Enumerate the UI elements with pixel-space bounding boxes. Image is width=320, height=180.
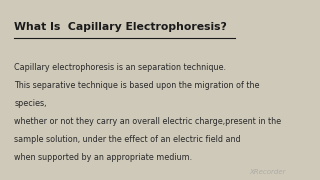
Text: when supported by an appropriate medium.: when supported by an appropriate medium. (14, 153, 193, 162)
Text: This separative technique is based upon the migration of the: This separative technique is based upon … (14, 81, 260, 90)
Text: whether or not they carry an overall electric charge,present in the: whether or not they carry an overall ele… (14, 117, 282, 126)
Text: species,: species, (14, 99, 47, 108)
Text: What Is  Capillary Electrophoresis?: What Is Capillary Electrophoresis? (14, 22, 227, 32)
Text: sample solution, under the effect of an electric field and: sample solution, under the effect of an … (14, 135, 241, 144)
Text: Capillary electrophoresis is an separation technique.: Capillary electrophoresis is an separati… (14, 63, 227, 72)
Text: XRecorder: XRecorder (250, 169, 286, 175)
